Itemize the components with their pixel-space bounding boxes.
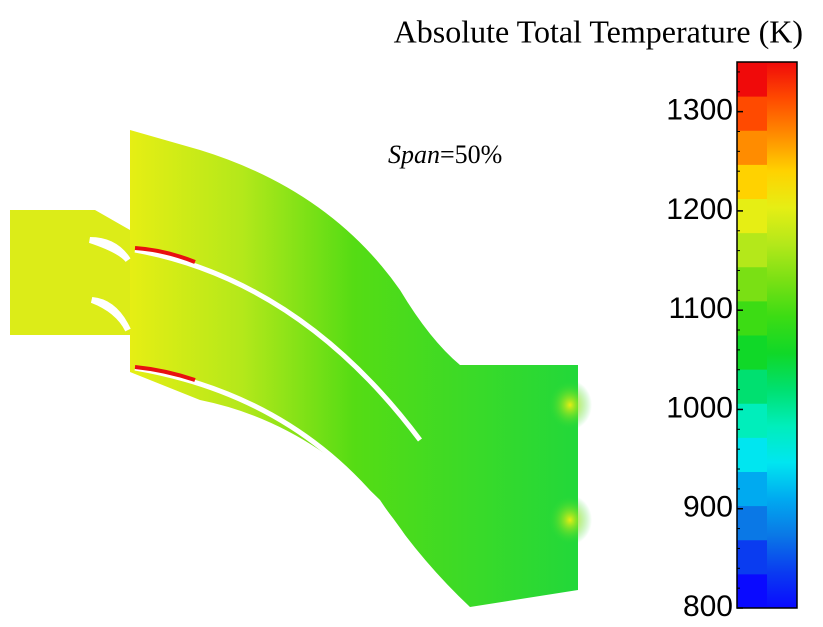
color-band (737, 369, 767, 404)
color-band (737, 437, 767, 472)
color-band (737, 300, 767, 336)
flow-field (10, 130, 592, 607)
color-band (737, 539, 767, 575)
inlet-domain (10, 210, 130, 335)
color-band (737, 62, 767, 97)
color-band (737, 471, 767, 507)
leading-edge-hot (134, 365, 196, 382)
blade (134, 247, 422, 442)
annotation: Span=50% (388, 140, 502, 169)
color-band (737, 573, 767, 609)
chart-title: Absolute Total Temperature (K) (394, 13, 803, 49)
color-band (737, 335, 767, 370)
color-gradient (767, 62, 797, 608)
tick-label: 800 (683, 590, 733, 623)
blade (134, 365, 418, 557)
hot-spot (548, 495, 592, 545)
vane (89, 237, 131, 332)
tick-label: 1100 (668, 292, 733, 325)
color-band (737, 403, 767, 438)
color-band (737, 232, 767, 268)
colorbar: 800 900 1000 1100 1200 1300 (666, 61, 798, 623)
leading-edge-hot (134, 246, 196, 264)
tick-label: 900 (683, 491, 733, 524)
color-band (737, 164, 767, 199)
tick-label: 1200 (666, 193, 733, 226)
color-band (737, 96, 767, 131)
hot-spot (548, 380, 592, 430)
color-band (737, 130, 767, 165)
color-band (737, 198, 767, 234)
annotation-variable: Span (388, 140, 440, 169)
color-band (737, 266, 767, 302)
colorbar-frame (736, 61, 798, 609)
annotation-value: =50% (440, 140, 502, 169)
tick-label: 1300 (666, 94, 733, 127)
color-band (737, 505, 767, 541)
tick-label: 1000 (666, 391, 733, 424)
